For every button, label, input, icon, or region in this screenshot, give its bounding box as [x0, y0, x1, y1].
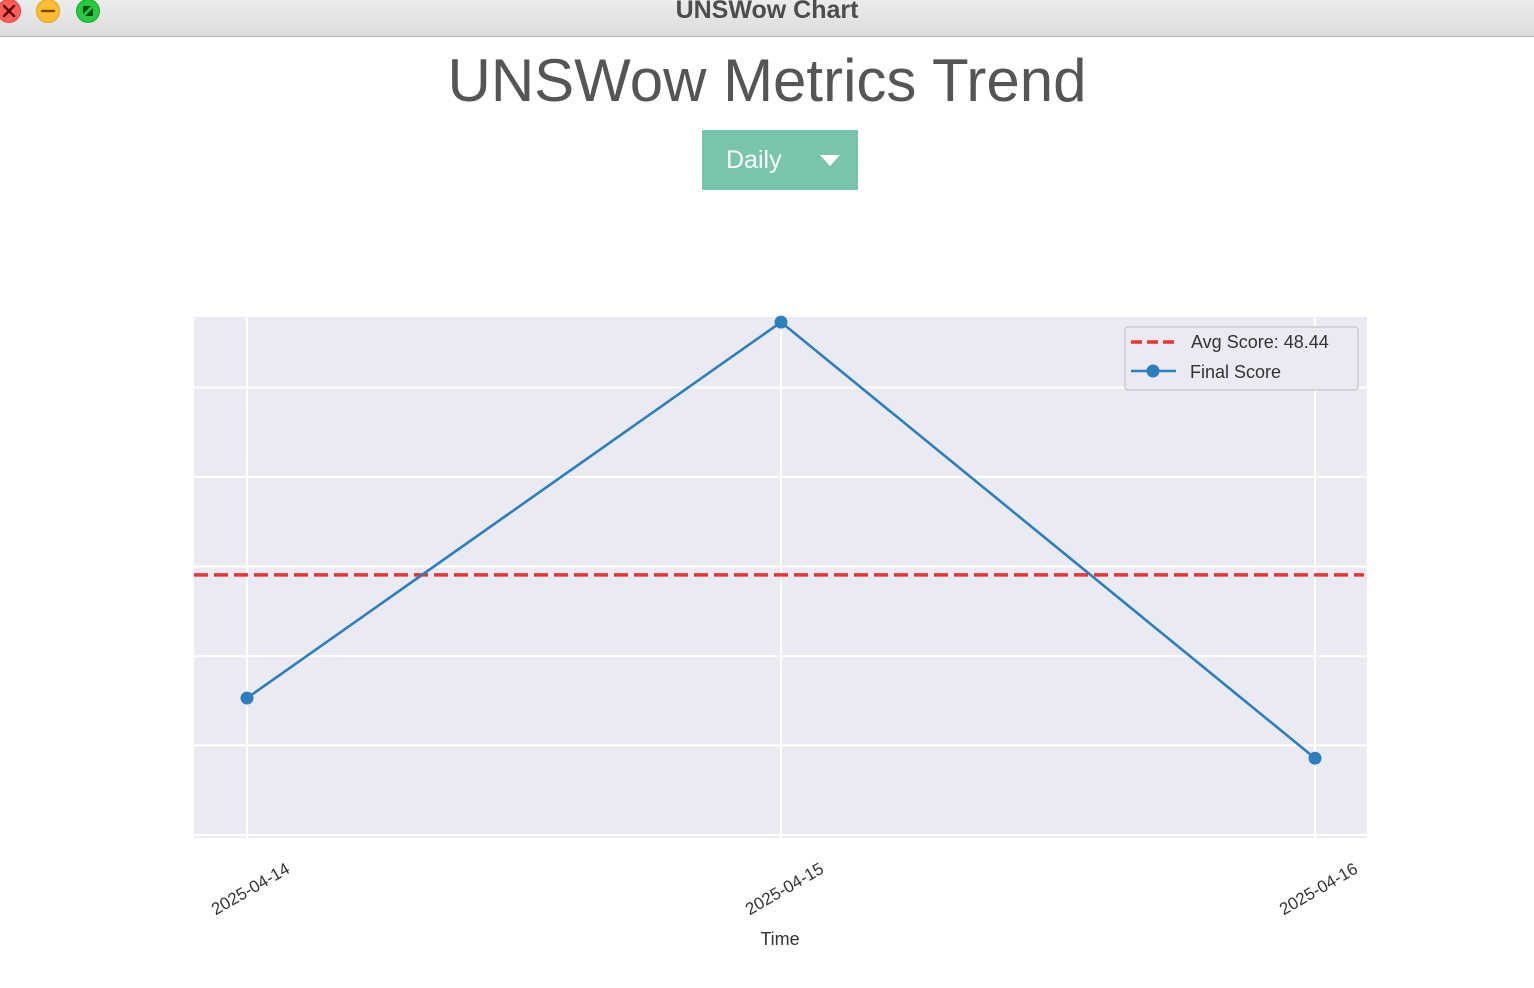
caret-down-icon — [820, 155, 840, 166]
fullscreen-window-button[interactable] — [76, 0, 100, 23]
legend-box — [1124, 326, 1359, 391]
window-title: UNSWow Chart — [675, 0, 859, 24]
x-tick-label: 2025-04-14 — [208, 859, 293, 919]
close-window-button[interactable] — [0, 0, 21, 23]
minimize-icon — [40, 9, 56, 13]
page-title: UNSWow Metrics Trend — [447, 47, 1087, 114]
period-dropdown[interactable]: Daily — [702, 130, 858, 190]
x-axis-label: Time — [760, 929, 799, 949]
final-score-point — [774, 315, 788, 329]
period-dropdown-label: Daily — [726, 146, 782, 174]
minimize-window-button[interactable] — [36, 0, 60, 23]
legend-marker-final-score — [1146, 364, 1160, 378]
x-tick-label: 2025-04-16 — [1276, 859, 1361, 919]
final-score-point — [240, 691, 254, 705]
fullscreen-icon — [83, 6, 93, 16]
legend-label-final-score: Final Score — [1190, 362, 1281, 382]
x-tick-label: 2025-04-15 — [742, 859, 827, 919]
window-titlebar[interactable]: UNSWow Chart — [0, 0, 1534, 37]
final-score-point — [1308, 751, 1322, 765]
legend-label-avg-score: Avg Score: 48.44 — [1191, 332, 1329, 352]
close-icon — [2, 4, 16, 18]
